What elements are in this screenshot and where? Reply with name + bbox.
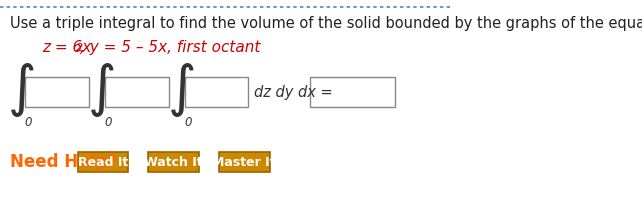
Text: Read It: Read It bbox=[78, 155, 128, 168]
Text: 0: 0 bbox=[24, 116, 32, 129]
Text: z = 6x: z = 6x bbox=[42, 40, 92, 55]
Text: Need Help?: Need Help? bbox=[10, 153, 117, 171]
Text: 0: 0 bbox=[105, 116, 112, 129]
FancyBboxPatch shape bbox=[185, 77, 248, 107]
Text: 0: 0 bbox=[184, 116, 192, 129]
FancyBboxPatch shape bbox=[311, 77, 395, 107]
Text: $\int$: $\int$ bbox=[87, 61, 115, 119]
Text: Watch It: Watch It bbox=[144, 155, 203, 168]
Text: Use a triple integral to find the volume of the solid bounded by the graphs of t: Use a triple integral to find the volume… bbox=[10, 16, 642, 31]
FancyBboxPatch shape bbox=[78, 152, 128, 172]
FancyBboxPatch shape bbox=[219, 152, 270, 172]
Text: 2: 2 bbox=[76, 43, 83, 53]
Text: $\int$: $\int$ bbox=[8, 61, 35, 119]
Text: , y = 5 – 5x, first octant: , y = 5 – 5x, first octant bbox=[80, 40, 261, 55]
FancyBboxPatch shape bbox=[26, 77, 89, 107]
FancyBboxPatch shape bbox=[105, 77, 169, 107]
Text: dz dy dx =: dz dy dx = bbox=[254, 85, 333, 99]
FancyBboxPatch shape bbox=[148, 152, 199, 172]
Text: $\int$: $\int$ bbox=[167, 61, 195, 119]
Text: Master It: Master It bbox=[213, 155, 276, 168]
